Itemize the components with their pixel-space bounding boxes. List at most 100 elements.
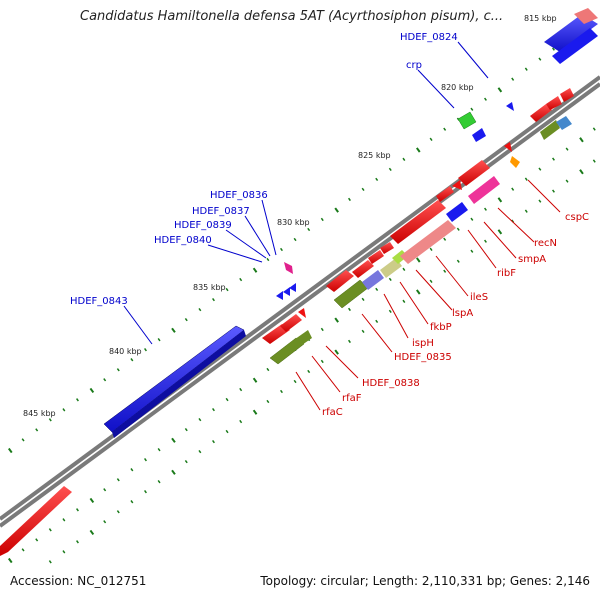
tick-mark — [538, 199, 542, 203]
tick-mark — [443, 269, 447, 273]
gene-label[interactable]: rfaC — [322, 407, 343, 418]
gene-hdef-0824[interactable] — [506, 102, 514, 111]
gene-bottom-left-red[interactable] — [0, 486, 72, 556]
tick-mark — [579, 169, 584, 175]
tick-mark — [252, 267, 258, 273]
gene-label[interactable]: HDEF_0836 — [210, 190, 268, 201]
tick-mark — [416, 257, 421, 263]
tick-mark — [35, 428, 39, 432]
tick-mark — [361, 297, 365, 302]
tick-mark — [388, 167, 392, 172]
accession-text: Accession: NC_012751 — [10, 574, 147, 588]
gene-hdef-0838[interactable] — [298, 308, 306, 318]
tick-mark — [266, 367, 270, 372]
tick-mark — [552, 189, 555, 193]
genome-backbone — [0, 75, 600, 528]
gene-label[interactable]: HDEF_0838 — [362, 378, 420, 389]
tick-mark — [48, 560, 52, 564]
tick-mark — [497, 197, 503, 203]
genome-summary: Topology: circular; Length: 2,110,331 bp… — [260, 574, 590, 588]
tick-mark — [130, 468, 134, 472]
tick-mark — [212, 439, 215, 444]
gene-label[interactable]: crp — [406, 60, 422, 71]
tick-mark — [184, 427, 188, 432]
tick-mark — [225, 397, 229, 402]
gene-label[interactable]: HDEF_0840 — [154, 235, 212, 246]
gene-hdef-0839[interactable] — [283, 287, 290, 296]
tick-mark — [361, 187, 365, 192]
gene-label[interactable]: ileS — [470, 292, 488, 303]
gene-iles[interactable] — [390, 200, 456, 264]
tick-mark — [592, 159, 596, 163]
map-title: Candidatus Hamiltonella defensa 5AT (Acy… — [80, 9, 504, 24]
tick-mark — [239, 277, 243, 282]
gene-hdef-0836[interactable] — [284, 262, 293, 274]
tick-mark — [171, 327, 176, 333]
forward-strand-genes — [0, 8, 598, 556]
gene-hdef-0840[interactable] — [276, 291, 283, 300]
tick-mark — [402, 267, 406, 271]
tick-mark — [565, 179, 569, 183]
tick-mark — [511, 187, 515, 191]
tick-mark — [429, 137, 433, 141]
tick-mark — [239, 419, 243, 424]
gene-label[interactable]: HDEF_0837 — [192, 206, 250, 217]
tick-mark — [21, 548, 25, 552]
gene-fkbp[interactable] — [368, 250, 402, 278]
gene-label[interactable]: cspC — [565, 212, 589, 223]
tick-mark — [157, 448, 161, 452]
tick-mark — [538, 167, 542, 171]
gene-label[interactable]: rfaF — [342, 393, 362, 404]
tick-mark — [592, 127, 596, 131]
tick-mark — [279, 389, 283, 394]
gene-label[interactable]: lspA — [452, 308, 473, 319]
kbp-label: 840 kbp — [109, 347, 142, 356]
tick-mark — [116, 368, 120, 372]
tick-mark — [565, 147, 569, 151]
tick-mark — [470, 217, 474, 221]
tick-mark — [225, 287, 229, 292]
gene-label[interactable]: HDEF_0835 — [394, 352, 452, 363]
tick-mark — [7, 447, 13, 454]
tick-mark — [157, 480, 161, 484]
gene-label[interactable]: HDEF_0839 — [174, 220, 232, 231]
gene-label[interactable]: ribF — [497, 268, 516, 279]
tick-mark — [416, 147, 421, 153]
gene-crp[interactable] — [457, 111, 486, 142]
tick-mark — [443, 127, 447, 131]
kbp-label: 820 kbp — [441, 83, 474, 92]
tick-mark — [402, 299, 406, 303]
gene-label[interactable]: HDEF_0843 — [70, 296, 128, 307]
tick-mark — [483, 97, 487, 101]
gene-cspc[interactable] — [504, 142, 520, 168]
gene-isph[interactable] — [352, 260, 384, 290]
gene-label[interactable]: recN — [534, 238, 557, 249]
tick-mark — [279, 247, 283, 252]
gene-label[interactable]: HDEF_0824 — [400, 32, 458, 43]
gene-label[interactable]: ispH — [412, 338, 434, 349]
gene-hdef-0843[interactable] — [103, 325, 246, 438]
tick-mark — [62, 550, 66, 554]
gene-recn[interactable] — [458, 160, 500, 204]
gene-upper-right-red[interactable] — [530, 88, 574, 140]
tick-mark — [497, 229, 503, 235]
gene-ribf[interactable] — [436, 186, 468, 222]
tick-mark — [144, 458, 147, 462]
gene-labels: HDEF_0824 crp HDEF_0836 HDEF_0837 HDEF_0… — [70, 32, 589, 418]
tick-mark — [524, 177, 528, 181]
tick-marks — [7, 37, 596, 564]
tick-mark — [293, 379, 297, 384]
gene-rfaf[interactable] — [280, 314, 312, 352]
tick-mark — [320, 327, 324, 332]
tick-mark — [348, 307, 351, 312]
tick-mark — [266, 399, 270, 404]
gene-top-right-blue[interactable] — [544, 8, 598, 64]
gene-hdef-0837[interactable] — [289, 283, 296, 292]
gene-label[interactable]: fkbP — [430, 322, 452, 333]
tick-mark — [212, 407, 215, 412]
tick-mark — [552, 157, 555, 161]
gene-smpa[interactable] — [452, 180, 462, 190]
tick-mark — [252, 409, 258, 415]
gene-label[interactable]: smpA — [518, 254, 546, 265]
